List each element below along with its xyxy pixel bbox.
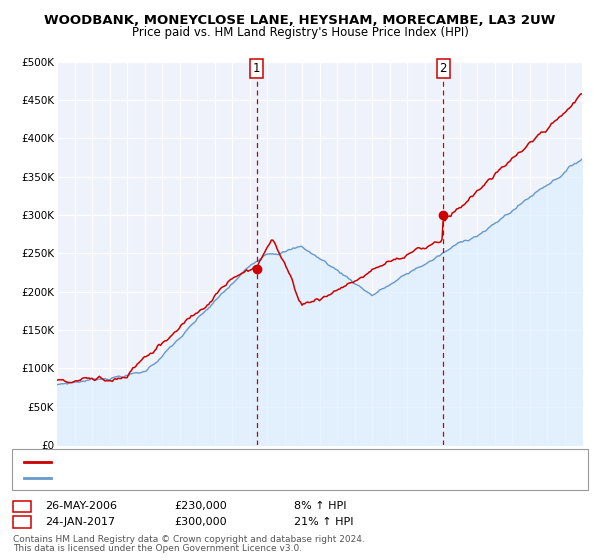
Text: HPI: Average price, detached house, Lancaster: HPI: Average price, detached house, Lanc… [56, 473, 300, 483]
Text: 8% ↑ HPI: 8% ↑ HPI [294, 501, 347, 511]
Text: 26-MAY-2006: 26-MAY-2006 [45, 501, 117, 511]
Text: 2: 2 [19, 517, 26, 527]
Text: Price paid vs. HM Land Registry's House Price Index (HPI): Price paid vs. HM Land Registry's House … [131, 26, 469, 39]
Text: 24-JAN-2017: 24-JAN-2017 [45, 517, 115, 527]
Text: £230,000: £230,000 [174, 501, 227, 511]
Text: Contains HM Land Registry data © Crown copyright and database right 2024.: Contains HM Land Registry data © Crown c… [13, 535, 365, 544]
Text: 21% ↑ HPI: 21% ↑ HPI [294, 517, 353, 527]
Text: £300,000: £300,000 [174, 517, 227, 527]
Text: This data is licensed under the Open Government Licence v3.0.: This data is licensed under the Open Gov… [13, 544, 302, 553]
Text: 2: 2 [439, 62, 447, 74]
Text: WOODBANK, MONEYCLOSE LANE, HEYSHAM, MORECAMBE, LA3 2UW (detached house): WOODBANK, MONEYCLOSE LANE, HEYSHAM, MORE… [56, 457, 508, 467]
Text: 1: 1 [19, 501, 26, 511]
Text: 1: 1 [253, 62, 260, 74]
Text: WOODBANK, MONEYCLOSE LANE, HEYSHAM, MORECAMBE, LA3 2UW: WOODBANK, MONEYCLOSE LANE, HEYSHAM, MORE… [44, 14, 556, 27]
